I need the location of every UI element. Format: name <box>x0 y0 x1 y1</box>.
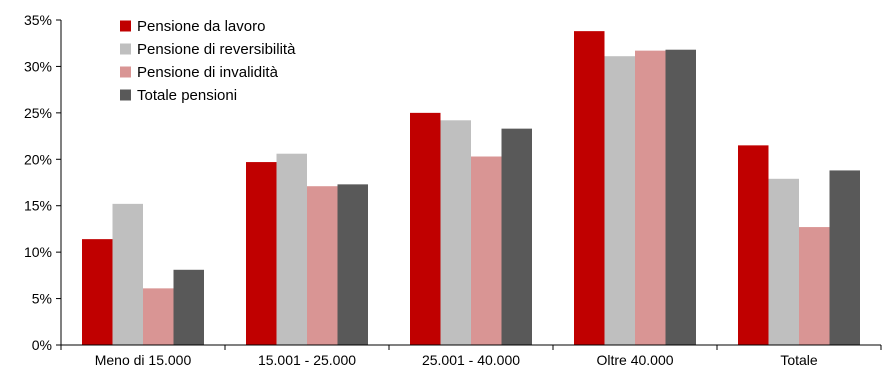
y-tick-label: 15% <box>24 198 52 214</box>
y-tick-label: 25% <box>24 105 52 121</box>
y-tick-label: 30% <box>24 58 52 74</box>
bar <box>635 50 666 345</box>
bar <box>440 120 471 345</box>
legend-swatch <box>120 66 131 78</box>
legend-swatch <box>120 43 131 55</box>
y-tick-label: 35% <box>24 12 52 28</box>
bar <box>276 153 307 345</box>
x-tick-label: Totale <box>780 352 818 368</box>
bar <box>574 31 605 345</box>
y-tick-label: 10% <box>24 244 52 260</box>
bar <box>173 269 204 345</box>
legend-swatch <box>120 89 131 101</box>
bar <box>604 56 635 346</box>
bar <box>738 145 769 345</box>
y-tick-label: 0% <box>32 337 52 353</box>
bar <box>410 112 441 345</box>
x-tick-label: Meno di 15.000 <box>95 352 192 368</box>
legend: Pensione da lavoro Pensione di reversibil… <box>120 18 296 104</box>
bar <box>768 178 799 345</box>
bar <box>143 288 174 345</box>
bar <box>471 156 502 345</box>
bar <box>307 186 338 345</box>
x-tick-label: Oltre 40.000 <box>596 352 673 368</box>
bar <box>501 128 532 345</box>
bar <box>246 162 277 345</box>
x-tick-label: 15.001 - 25.000 <box>258 352 356 368</box>
legend-label: Pensione di reversibilità <box>137 41 296 58</box>
legend-label: Pensione di invalidità <box>137 64 279 81</box>
bar <box>337 184 368 345</box>
legend-label: Totale pensioni <box>137 87 237 104</box>
legend-swatch <box>120 20 131 32</box>
y-tick-label: 20% <box>24 151 52 167</box>
bars-group <box>82 31 860 346</box>
x-tick-label: 25.001 - 40.000 <box>422 352 520 368</box>
axes-group: 0% 5% 10% 15% 20% 25% 30% 35% Meno di 15.000 15.0… <box>24 12 882 368</box>
bar <box>829 170 860 345</box>
legend-label: Pensione da lavoro <box>137 18 265 35</box>
bar <box>112 203 143 345</box>
y-tick-label: 5% <box>32 291 52 307</box>
bar <box>665 49 696 346</box>
bar <box>799 227 830 345</box>
bar <box>82 239 113 345</box>
